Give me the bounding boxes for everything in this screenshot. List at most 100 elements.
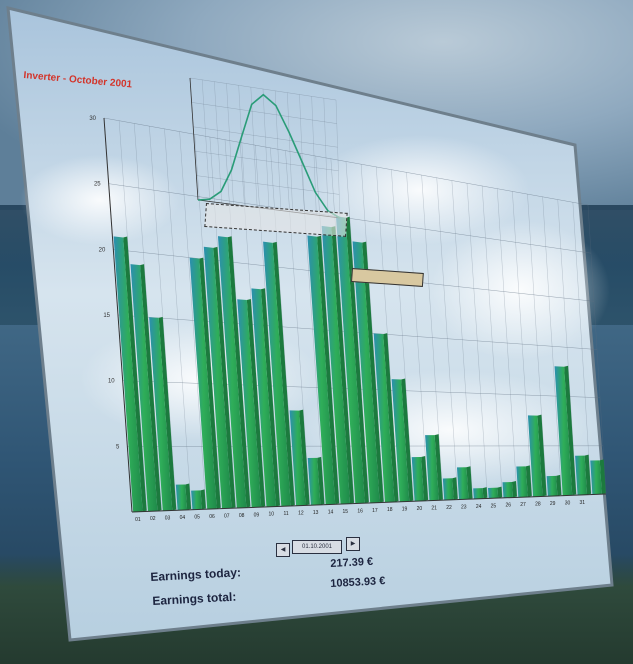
gridline-vertical (194, 134, 222, 509)
inset-gridline (226, 83, 234, 205)
y-tick-label: 20 (99, 247, 106, 253)
bar (289, 410, 306, 506)
gridline-vertical (118, 120, 148, 512)
gridline-vertical (224, 139, 251, 508)
cloud (310, 135, 530, 245)
gridline-vertical (436, 177, 459, 500)
bar-side (227, 236, 251, 508)
bar (149, 317, 173, 511)
gridline-vertical (255, 145, 281, 507)
x-tick-label: 27 (520, 502, 526, 508)
gridline-vertical (557, 199, 577, 496)
inset-gridline (274, 90, 282, 211)
bar-chart-bars (113, 216, 606, 512)
bar (516, 466, 528, 498)
y-tick-label: 5 (116, 444, 120, 450)
inset-gridline (194, 151, 339, 171)
inset-gridline (311, 96, 317, 216)
x-tick-label: 25 (491, 503, 497, 509)
x-tick-label: 20 (417, 506, 423, 512)
bar-side (434, 434, 443, 501)
inset-gridline (214, 81, 222, 204)
bar (189, 257, 217, 510)
x-axis-line (131, 493, 607, 513)
bar-side (482, 487, 488, 499)
x-tick-label: 31 (580, 500, 586, 506)
bar-side (261, 288, 280, 507)
gridline-vertical (466, 183, 488, 499)
y-tick-label: 30 (89, 116, 96, 122)
gridline-vertical (360, 164, 385, 503)
bar (175, 484, 188, 511)
bar-side (537, 414, 547, 497)
bar (307, 457, 321, 506)
gridline-vertical (421, 175, 444, 501)
bar-side (246, 299, 266, 508)
bar-side (299, 409, 310, 506)
inset-gridline (189, 77, 337, 101)
inset-gridline (201, 79, 211, 202)
bar-side (466, 466, 473, 500)
inset-gridline (262, 88, 270, 210)
x-tick-label: 07 (224, 513, 230, 519)
bar-side (383, 333, 399, 503)
x-tick-label: 18 (387, 507, 393, 513)
bar-side (511, 481, 517, 498)
x-tick-label: 12 (298, 511, 304, 517)
bar-chart-axis: 5 10 15 20 25 30 01 02 03 04 05 06 07 08 09 10 11 12 13 14 1… (89, 116, 607, 523)
bar-side (272, 241, 295, 506)
gridline-vertical (527, 194, 547, 497)
gridline-vertical (451, 180, 473, 500)
bar (391, 379, 410, 502)
x-tick-label: 09 (254, 512, 260, 518)
y-tick-label: 25 (94, 182, 101, 188)
x-tick-label: 28 (535, 502, 541, 508)
inset-gridline (191, 102, 337, 124)
bar-side (158, 316, 177, 511)
bar-side (317, 235, 340, 505)
bar-side (362, 241, 384, 503)
earnings-today-value: 217.39 € (330, 555, 374, 570)
bar-side (599, 459, 606, 495)
gridline-vertical (512, 191, 533, 497)
next-day-button[interactable]: ▶ (346, 537, 360, 551)
gridline-horizontal (103, 117, 589, 206)
x-tick-label: 13 (313, 510, 319, 516)
bar (191, 490, 202, 510)
x-tick-label: 29 (550, 501, 556, 507)
bar (488, 487, 499, 499)
gridline-vertical (481, 185, 503, 498)
y-tick-label: 10 (108, 379, 115, 385)
gridline-vertical (134, 123, 162, 511)
previous-day-button[interactable]: ◀ (276, 543, 290, 557)
bar (263, 241, 291, 507)
gridline-vertical (149, 126, 177, 511)
bar (237, 299, 262, 508)
x-tick-label: 08 (239, 513, 245, 519)
bar-side (556, 474, 562, 496)
inset-gridline (323, 98, 329, 217)
bar (456, 467, 469, 500)
date-field[interactable]: 01.10.2001 (292, 540, 342, 554)
x-tick-label: 15 (343, 509, 349, 515)
bar-side (497, 486, 503, 499)
bar (554, 366, 573, 496)
x-tick-label: 24 (476, 504, 482, 510)
gridline-vertical (391, 169, 414, 502)
gridline-vertical (209, 137, 236, 509)
x-tick-label: 01 (135, 517, 141, 523)
bar-side (525, 465, 532, 497)
gridline-vertical (239, 142, 266, 507)
x-tick-label: 23 (461, 504, 467, 510)
bar-side (345, 216, 369, 504)
inset-gridline (299, 94, 305, 214)
bar-side (584, 454, 592, 495)
gridline-vertical (572, 202, 592, 495)
bar (321, 225, 351, 505)
gridline-vertical (497, 188, 518, 498)
x-tick-label: 04 (180, 515, 186, 521)
bar (502, 482, 513, 498)
bar-side (564, 365, 577, 496)
inset-line-chart-grid (189, 77, 341, 219)
